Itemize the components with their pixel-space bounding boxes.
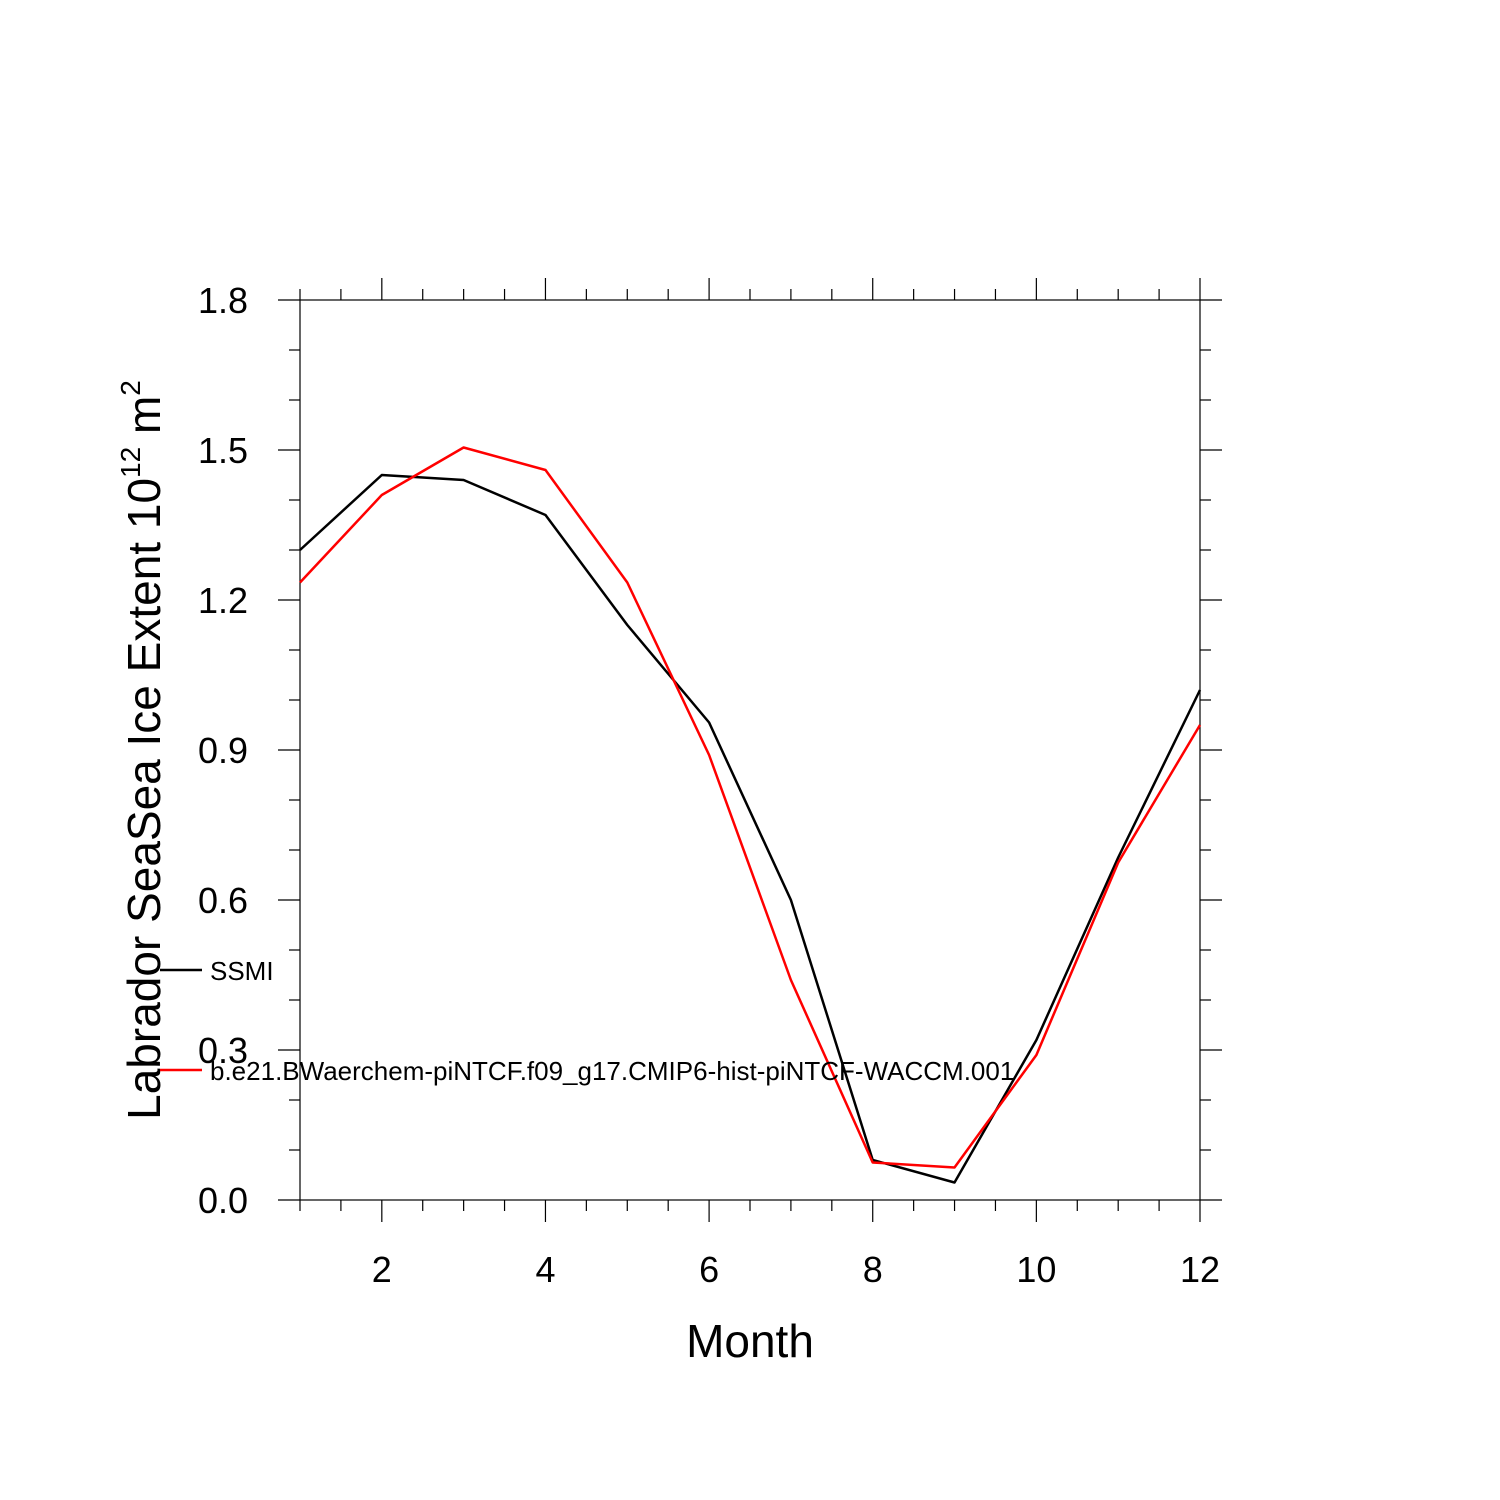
x-tick-label: 10 [1016, 1249, 1056, 1290]
y-tick-label: 1.5 [198, 430, 248, 471]
y-axis-label-text: Labrador SeaSea Ice Extent 10 [118, 478, 170, 1120]
y-tick-label: 1.2 [198, 580, 248, 621]
legend-label: SSMI [210, 956, 274, 986]
series-line-model [299, 446, 1202, 1169]
y-tick-label: 1.8 [198, 280, 248, 321]
x-tick-label: 8 [863, 1249, 883, 1290]
series-lines [299, 446, 1202, 1184]
x-tick-label: 6 [699, 1249, 719, 1290]
y-axis-label-unit-exponent: 2 [115, 380, 146, 396]
y-axis-label-unit: m [118, 396, 170, 447]
series-line-ssmi [299, 473, 1202, 1184]
x-tick-label: 4 [535, 1249, 555, 1290]
y-axis-label: Labrador SeaSea Ice Extent 1012 m2 [115, 380, 170, 1120]
x-tick-label: 2 [372, 1249, 392, 1290]
axis-ticks [278, 278, 1222, 1222]
legend: SSMI b.e21.BWaerchem-piNTCF.f09_g17.CMIP6… [160, 956, 1014, 1086]
y-tick-label: 0.9 [198, 730, 248, 771]
y-tick-label: 0.3 [198, 1030, 248, 1071]
y-tick-label: 0.6 [198, 880, 248, 921]
y-tick-label: 0.0 [198, 1180, 248, 1221]
legend-label: b.e21.BWaerchem-piNTCF.f09_g17.CMIP6-his… [210, 1056, 1014, 1086]
x-tick-label: 12 [1180, 1249, 1220, 1290]
tick-labels: 2 4 6 8 10 12 0.0 0.3 0.6 0.9 1.2 1.5 1.8 [198, 280, 1220, 1290]
y-axis-label-exponent: 12 [115, 447, 146, 478]
x-axis-label: Month [686, 1315, 814, 1367]
